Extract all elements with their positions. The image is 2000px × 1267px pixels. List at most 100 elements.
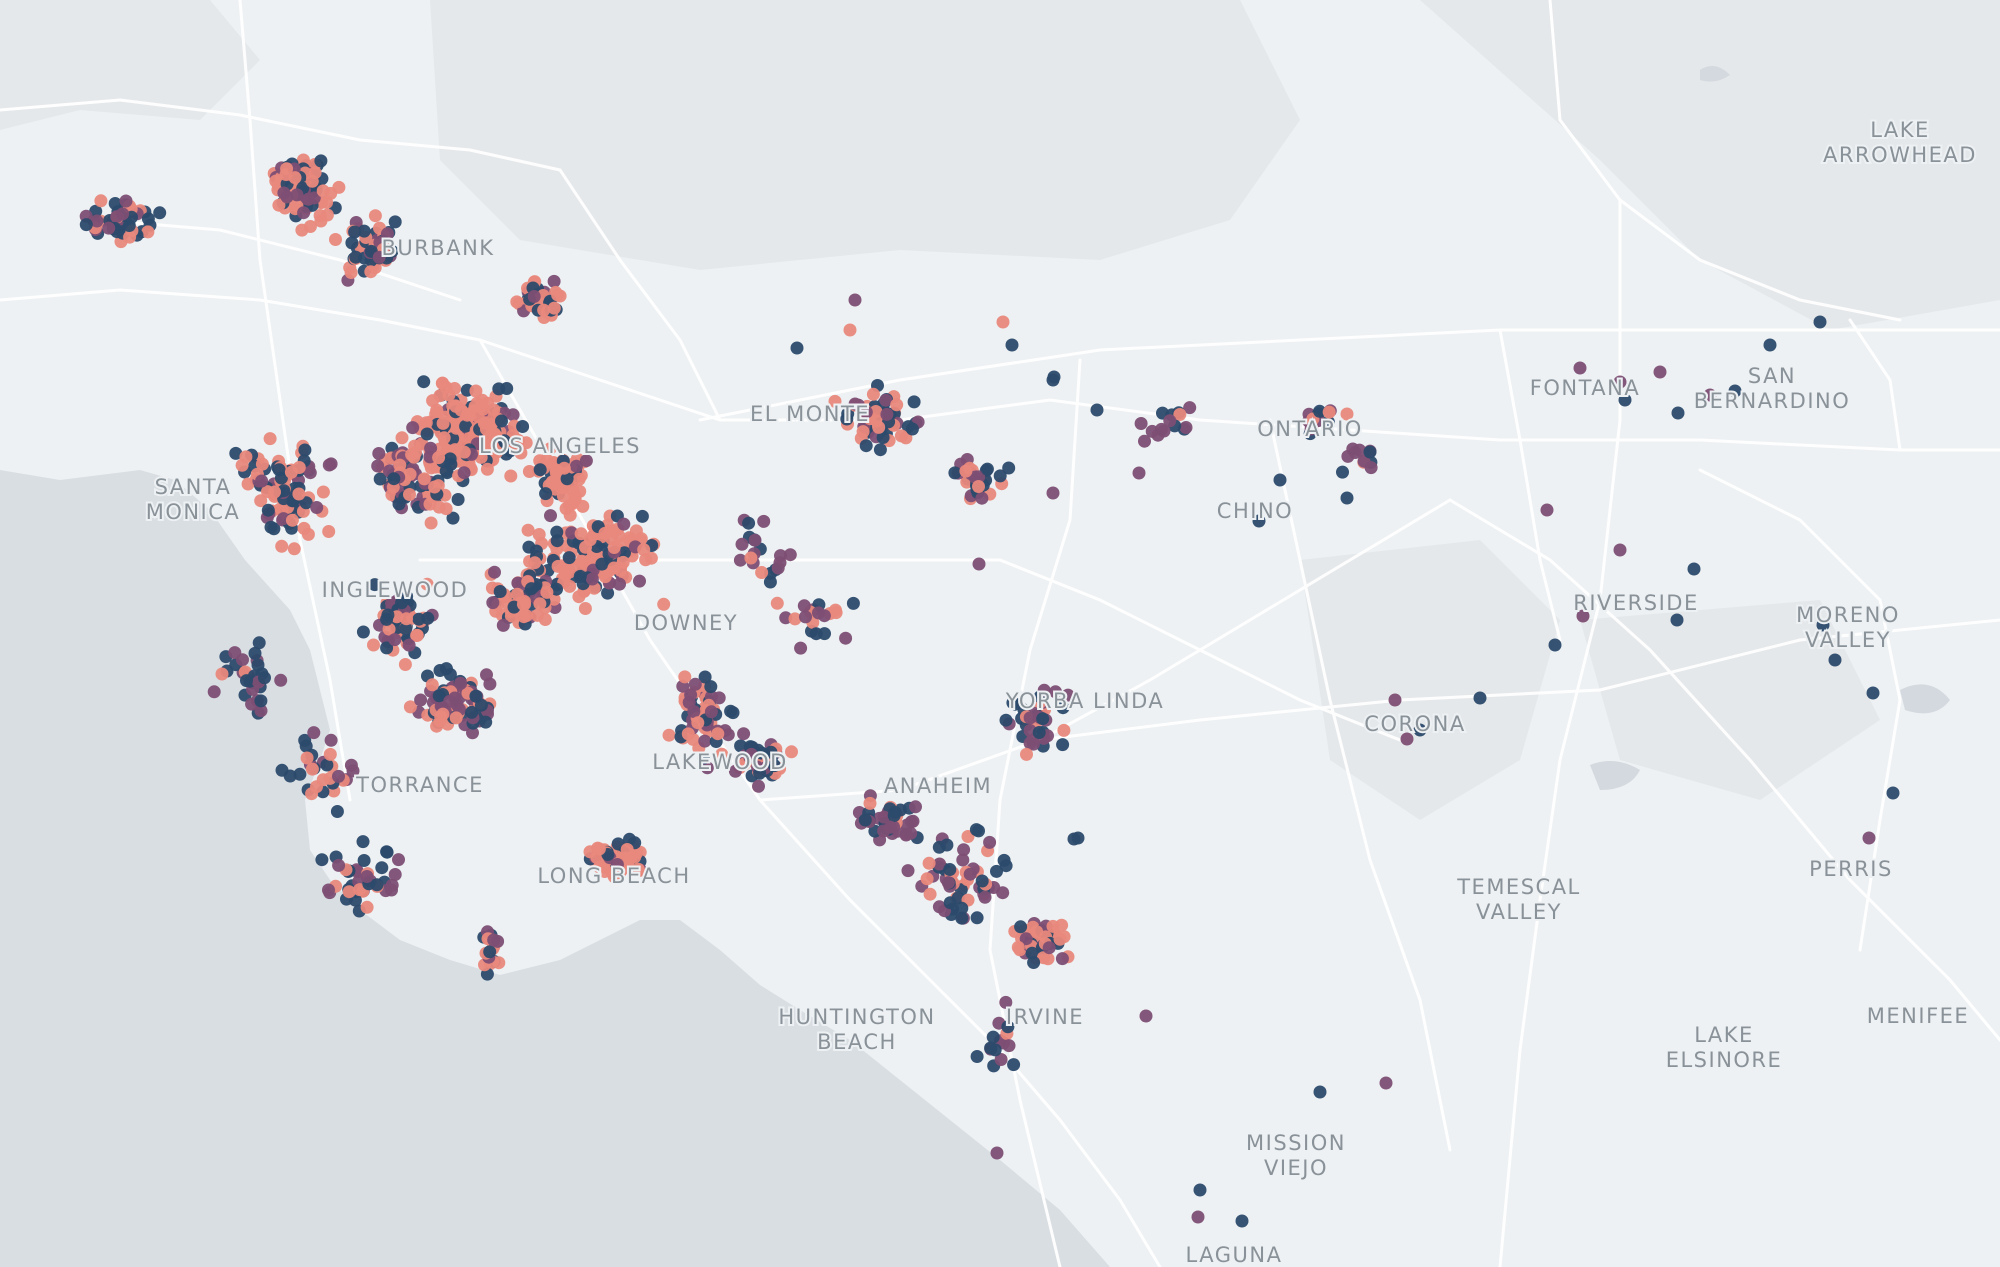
data-point bbox=[207, 685, 221, 699]
data-point bbox=[275, 539, 289, 553]
data-point bbox=[399, 622, 413, 636]
place-label: MISSION VIEJO bbox=[1246, 1131, 1346, 1180]
data-point bbox=[904, 826, 918, 840]
data-point bbox=[876, 431, 890, 444]
place-label: DOWNEY bbox=[634, 611, 738, 635]
data-point bbox=[449, 399, 463, 413]
place-label: LOS ANGELES bbox=[479, 434, 641, 458]
data-point bbox=[305, 174, 319, 188]
data-point bbox=[1027, 956, 1041, 969]
data-point bbox=[545, 475, 559, 489]
data-point bbox=[417, 472, 431, 486]
place-label: ANAHEIM bbox=[884, 774, 992, 798]
data-point bbox=[1014, 920, 1028, 934]
data-point bbox=[375, 861, 389, 875]
data-point bbox=[432, 451, 446, 465]
data-point bbox=[280, 190, 294, 204]
place-label: LAKE ELSINORE bbox=[1666, 1023, 1783, 1072]
data-point bbox=[1340, 407, 1354, 421]
data-point bbox=[299, 496, 313, 510]
data-point bbox=[996, 315, 1010, 329]
data-point bbox=[403, 700, 417, 714]
data-point bbox=[858, 813, 872, 827]
data-point bbox=[704, 705, 718, 719]
data-point bbox=[533, 463, 547, 477]
data-point bbox=[307, 726, 321, 740]
data-point bbox=[1866, 686, 1880, 700]
data-point bbox=[141, 225, 155, 239]
data-point bbox=[1473, 691, 1487, 705]
data-point bbox=[955, 911, 969, 925]
data-point bbox=[330, 805, 344, 818]
data-point bbox=[1363, 445, 1377, 459]
data-point bbox=[839, 631, 853, 645]
data-point bbox=[610, 858, 624, 871]
data-point bbox=[254, 704, 268, 718]
data-point bbox=[574, 527, 588, 541]
data-point bbox=[1005, 338, 1019, 352]
data-point bbox=[487, 403, 501, 417]
data-point bbox=[332, 180, 346, 194]
data-point bbox=[631, 862, 645, 876]
data-point bbox=[1049, 685, 1062, 699]
data-point bbox=[79, 218, 93, 232]
data-point bbox=[562, 551, 576, 565]
data-point bbox=[612, 529, 626, 543]
data-point bbox=[788, 612, 802, 626]
data-point bbox=[1090, 403, 1104, 417]
data-point bbox=[493, 585, 507, 598]
data-point bbox=[303, 466, 317, 480]
data-point bbox=[956, 853, 970, 867]
data-point bbox=[1067, 832, 1081, 846]
data-point bbox=[688, 677, 702, 691]
data-point bbox=[794, 641, 808, 655]
data-point bbox=[637, 543, 651, 557]
data-point bbox=[544, 509, 557, 523]
data-point bbox=[551, 559, 565, 573]
data-point bbox=[1304, 422, 1318, 436]
data-point bbox=[451, 493, 465, 506]
data-point bbox=[320, 195, 334, 209]
data-point bbox=[1134, 417, 1148, 430]
data-point bbox=[863, 796, 877, 810]
data-point bbox=[528, 556, 542, 570]
data-point bbox=[519, 436, 533, 450]
data-point bbox=[593, 860, 607, 874]
data-point bbox=[1336, 465, 1349, 479]
data-point bbox=[215, 667, 229, 681]
data-point bbox=[744, 747, 758, 761]
data-point bbox=[735, 537, 749, 551]
data-point bbox=[774, 549, 787, 563]
data-point bbox=[681, 727, 695, 741]
data-point bbox=[449, 711, 463, 725]
data-point bbox=[1687, 562, 1701, 576]
place-label: SANTA MONICA bbox=[146, 475, 241, 524]
data-point bbox=[901, 864, 915, 878]
data-point bbox=[972, 824, 985, 838]
data-point bbox=[424, 516, 438, 530]
data-point bbox=[322, 525, 336, 538]
data-point bbox=[436, 416, 450, 430]
data-point bbox=[1037, 683, 1051, 697]
data-point bbox=[372, 447, 386, 460]
data-point bbox=[345, 236, 359, 250]
data-point bbox=[388, 868, 402, 881]
data-point bbox=[479, 715, 493, 729]
data-point bbox=[737, 727, 751, 741]
data-point bbox=[700, 761, 714, 775]
place-label: CHINO bbox=[1217, 499, 1293, 523]
data-point bbox=[618, 546, 631, 560]
data-point bbox=[884, 820, 897, 834]
data-point bbox=[516, 420, 530, 433]
data-point bbox=[322, 883, 335, 897]
data-point bbox=[141, 212, 155, 226]
data-point bbox=[380, 612, 394, 626]
data-point bbox=[1573, 361, 1587, 375]
data-point bbox=[993, 469, 1007, 483]
data-point bbox=[323, 747, 337, 761]
data-point bbox=[1540, 503, 1554, 517]
data-point bbox=[1001, 1020, 1015, 1034]
data-point bbox=[963, 867, 977, 881]
